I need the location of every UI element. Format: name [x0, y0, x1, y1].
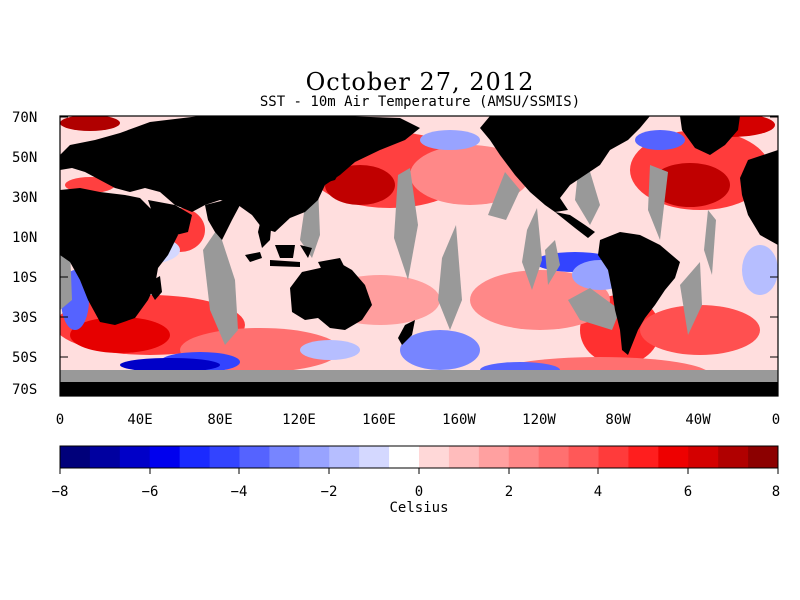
- map-subtitle: SST - 10m Air Temperature (AMSU/SSMIS): [259, 94, 581, 110]
- land-masses: [60, 116, 778, 396]
- colorbar-ticks: [59, 468, 779, 474]
- colorbar-cell: [658, 446, 689, 468]
- colorbar-cell: [269, 446, 300, 468]
- latitude-axis: 70N 50N 30N 10N 10S 30S 50S 70S: [12, 110, 37, 398]
- colorbar-cell: [60, 446, 91, 468]
- lat-label-10s: 10S: [12, 270, 37, 286]
- lat-label-50s: 50S: [12, 350, 37, 366]
- lat-label-70s: 70S: [12, 382, 37, 398]
- lon-label-40w: 40W: [685, 412, 711, 428]
- map-title: October 27, 2012: [305, 68, 535, 96]
- lat-label-30n: 30N: [12, 190, 37, 206]
- lon-label-160w: 160W: [442, 412, 476, 428]
- colorbar-cell: [89, 446, 121, 468]
- cb-tick-6: 4: [594, 484, 602, 500]
- colorbar-cell: [478, 446, 510, 468]
- colorbar-cell: [149, 446, 181, 468]
- cb-tick-5: 2: [505, 484, 513, 500]
- cb-tick-1: −6: [142, 484, 159, 500]
- colorbar-cell: [688, 446, 719, 468]
- colorbar-cell: [209, 446, 240, 468]
- colorbar-cell: [568, 446, 599, 468]
- colorbar-cell: [179, 446, 211, 468]
- lat-label-50n: 50N: [12, 150, 37, 166]
- colorbar-cell: [628, 446, 659, 468]
- colorbar-cell: [718, 446, 749, 468]
- latitude-ticks: [60, 116, 778, 358]
- colorbar-cell: [119, 446, 151, 468]
- colorbar-cell: [359, 446, 390, 468]
- lon-label-80w: 80W: [605, 412, 631, 428]
- lon-label-40e: 40E: [127, 412, 152, 428]
- colorbar-cell: [329, 446, 360, 468]
- colorbar-label: Celsius: [389, 500, 449, 516]
- lon-label-0-end: 0: [772, 412, 780, 428]
- colorbar-cell: [598, 446, 629, 468]
- cb-tick-3: −2: [321, 484, 338, 500]
- colorbar-cell: [389, 446, 420, 468]
- cb-tick-2: −4: [231, 484, 248, 500]
- lon-label-160e: 160E: [362, 412, 396, 428]
- colorbar-cell: [299, 446, 330, 468]
- cb-tick-8: 8: [772, 484, 780, 500]
- colorbar-cell: [508, 446, 540, 468]
- colorbar-cell: [448, 446, 480, 468]
- lon-label-80e: 80E: [207, 412, 232, 428]
- colorbar-tick-labels: −8 −6 −4 −2 0 2 4 6 8: [52, 484, 781, 500]
- colorbar-cell: [419, 446, 450, 468]
- colorbar-cell: [538, 446, 570, 468]
- lat-label-70n: 70N: [12, 110, 37, 126]
- lon-label-120e: 120E: [282, 412, 316, 428]
- longitude-axis: 0 40E 80E 120E 160E 160W 120W 80W 40W 0: [56, 412, 780, 428]
- colorbar-cell: [748, 446, 779, 468]
- longitude-ticks: [59, 388, 779, 396]
- lat-label-30s: 30S: [12, 310, 37, 326]
- colorbar-cell: [239, 446, 270, 468]
- lon-label-0: 0: [56, 412, 64, 428]
- cb-tick-0: −8: [52, 484, 69, 500]
- cb-tick-4: 0: [415, 484, 423, 500]
- colorbar: [60, 446, 779, 468]
- lat-label-10n: 10N: [12, 230, 37, 246]
- lon-label-120w: 120W: [522, 412, 556, 428]
- cb-tick-7: 6: [684, 484, 692, 500]
